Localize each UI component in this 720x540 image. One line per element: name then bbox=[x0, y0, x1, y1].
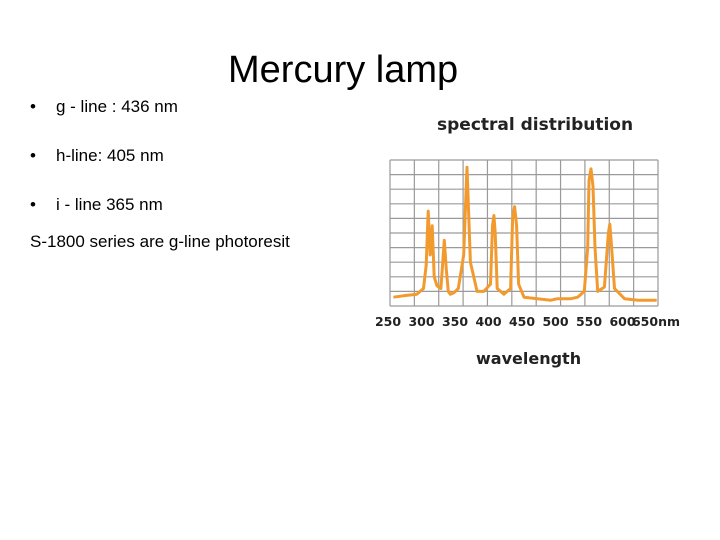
chart-title: spectral distribution bbox=[437, 115, 633, 135]
x-tick-label: 500 bbox=[542, 314, 568, 329]
x-tick-label: 450 bbox=[509, 314, 535, 329]
x-tick-label: 400 bbox=[475, 314, 501, 329]
x-tick-label: 350 bbox=[442, 314, 468, 329]
spectral-distribution-chart: spectral distribution 250 300 350 400 450 500… bbox=[375, 115, 680, 368]
bullet-text: h-line: 405 nm bbox=[56, 146, 164, 165]
x-tick-label: 650nm bbox=[632, 314, 680, 329]
x-axis-label: wavelength bbox=[476, 349, 581, 368]
x-tick-label: 300 bbox=[408, 314, 434, 329]
bullet-symbol: • bbox=[30, 195, 36, 214]
bullet-i-line: • i - line 365 nm bbox=[30, 195, 163, 215]
bullet-g-line: • g - line : 436 nm bbox=[30, 97, 178, 117]
bullet-text: g - line : 436 nm bbox=[56, 97, 178, 116]
spectrum-line bbox=[393, 165, 657, 302]
x-tick-label: 250 bbox=[375, 314, 401, 329]
bullet-text: i - line 365 nm bbox=[56, 195, 163, 214]
photoresist-note: S-1800 series are g-line photoresit bbox=[30, 232, 290, 251]
bullet-h-line: • h-line: 405 nm bbox=[30, 146, 164, 166]
chart-grid bbox=[389, 159, 659, 307]
slide-title: Mercury lamp bbox=[228, 49, 459, 91]
x-tick-label: 600 bbox=[609, 314, 635, 329]
x-tick-label: 550 bbox=[576, 314, 602, 329]
bullet-symbol: • bbox=[30, 97, 36, 116]
bullet-symbol: • bbox=[30, 146, 36, 165]
